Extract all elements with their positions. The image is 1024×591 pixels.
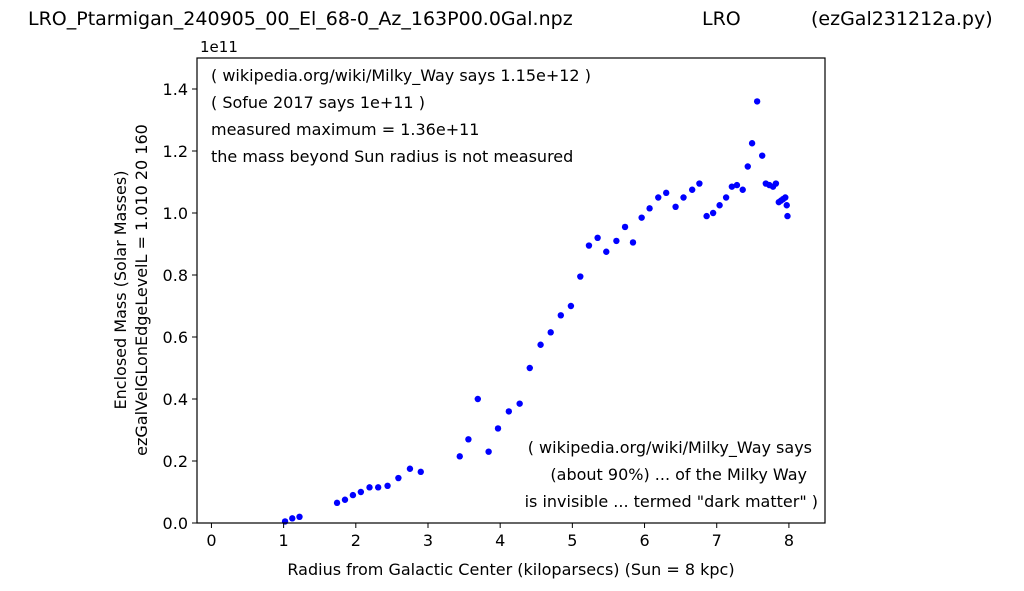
data-point xyxy=(716,202,723,209)
plot-frame xyxy=(196,57,826,524)
y-tick-label: 1.2 xyxy=(163,142,188,161)
annotation-line: measured maximum = 1.36e+11 xyxy=(211,120,479,139)
x-tick-label: 4 xyxy=(495,531,505,550)
data-point xyxy=(739,186,746,193)
data-point xyxy=(494,425,502,432)
x-tick-label: 5 xyxy=(567,531,577,550)
y-tick-label: 1.0 xyxy=(163,204,188,223)
y-tick-label: 0.2 xyxy=(163,452,188,471)
data-point xyxy=(417,468,424,476)
x-tick-label: 2 xyxy=(351,531,361,550)
x-tick-label: 1 xyxy=(279,531,289,550)
data-point xyxy=(753,98,761,105)
data-point xyxy=(577,273,584,280)
data-points xyxy=(281,98,791,525)
data-point xyxy=(662,189,670,197)
header-station: LRO xyxy=(702,8,741,30)
data-point xyxy=(349,491,357,499)
data-point xyxy=(709,209,717,217)
data-point xyxy=(474,395,481,403)
data-point xyxy=(333,499,341,507)
x-axis: 0 1 2 3 4 5 6 7 8 xyxy=(206,523,794,550)
y-axis-label-line2: ezGalVelGLonEdgeLevelL = 1.010 20 160 xyxy=(132,124,151,456)
data-point xyxy=(782,194,789,201)
data-point xyxy=(456,453,463,460)
x-tick-label: 7 xyxy=(712,531,722,550)
data-point xyxy=(594,234,601,241)
y-axis: 0.0 0.2 0.4 0.6 0.8 1.0 1.2 1.4 xyxy=(163,80,197,533)
data-point xyxy=(603,248,610,255)
data-point xyxy=(688,186,696,193)
annotation-line: (about 90%) ... of the Milky Way xyxy=(550,465,807,484)
data-point xyxy=(613,237,620,245)
x-tick-label: 0 xyxy=(206,531,216,550)
x-tick-label: 6 xyxy=(639,531,649,550)
y-tick-label: 0.0 xyxy=(163,514,188,533)
data-point xyxy=(728,183,736,190)
data-point xyxy=(783,202,790,209)
annotation-line: the mass beyond Sun radius is not measur… xyxy=(211,147,573,166)
annotation-bottom-right: ( wikipedia.org/wiki/Milky_Way says (abo… xyxy=(525,438,818,511)
annotation-line: ( wikipedia.org/wiki/Milky_Way says 1.15… xyxy=(211,66,591,86)
data-point xyxy=(722,194,730,201)
data-point xyxy=(289,515,296,522)
data-point xyxy=(547,329,554,336)
data-point xyxy=(567,302,575,310)
data-point xyxy=(296,513,303,520)
data-point xyxy=(621,223,629,231)
data-point xyxy=(281,518,289,525)
y-tick-label: 0.8 xyxy=(163,266,188,285)
annotation-top-left: ( wikipedia.org/wiki/Milky_Way says 1.15… xyxy=(211,66,591,166)
data-point xyxy=(557,312,565,319)
y-tick-label: 0.6 xyxy=(163,328,188,347)
data-point xyxy=(366,484,373,491)
data-point xyxy=(406,465,414,472)
annotation-line: ( wikipedia.org/wiki/Milky_Way says xyxy=(528,438,812,458)
data-point xyxy=(537,341,544,348)
data-point xyxy=(646,205,653,212)
annotation-line: is invisible ... termed "dark matter" ) xyxy=(525,492,818,511)
data-point xyxy=(680,194,687,201)
data-point xyxy=(341,496,349,503)
x-axis-label: Radius from Galactic Center (kiloparsecs… xyxy=(287,560,734,579)
data-point xyxy=(759,152,766,159)
data-point xyxy=(784,212,791,220)
data-point xyxy=(526,364,533,372)
data-point xyxy=(772,180,780,187)
y-tick-label: 0.4 xyxy=(163,390,188,409)
data-point xyxy=(357,488,365,496)
data-point xyxy=(638,214,645,221)
data-point xyxy=(629,239,637,246)
data-point xyxy=(696,180,703,187)
data-point xyxy=(672,203,679,210)
data-point xyxy=(733,181,741,189)
x-tick-label: 8 xyxy=(784,531,794,550)
data-point xyxy=(465,436,472,443)
data-point xyxy=(485,448,492,455)
x-tick-label: 3 xyxy=(423,531,433,550)
data-point xyxy=(703,212,710,220)
y-offset-label: 1e11 xyxy=(200,38,238,56)
data-point xyxy=(374,484,382,491)
annotation-line: ( Sofue 2017 says 1e+11 ) xyxy=(211,93,425,112)
data-point xyxy=(505,408,513,415)
data-point xyxy=(744,163,751,170)
data-point xyxy=(585,242,593,249)
data-point xyxy=(516,400,523,407)
y-tick-label: 1.4 xyxy=(163,80,188,99)
header-filename: LRO_Ptarmigan_240905_00_El_68-0_Az_163P0… xyxy=(28,8,573,30)
data-point xyxy=(384,482,391,489)
data-point xyxy=(395,474,402,482)
data-point xyxy=(655,194,662,201)
y-axis-label-line1: Enclosed Mass (Solar Masses) xyxy=(111,171,130,410)
data-point xyxy=(748,140,756,147)
header-script: (ezGal231212a.py) xyxy=(811,8,993,30)
